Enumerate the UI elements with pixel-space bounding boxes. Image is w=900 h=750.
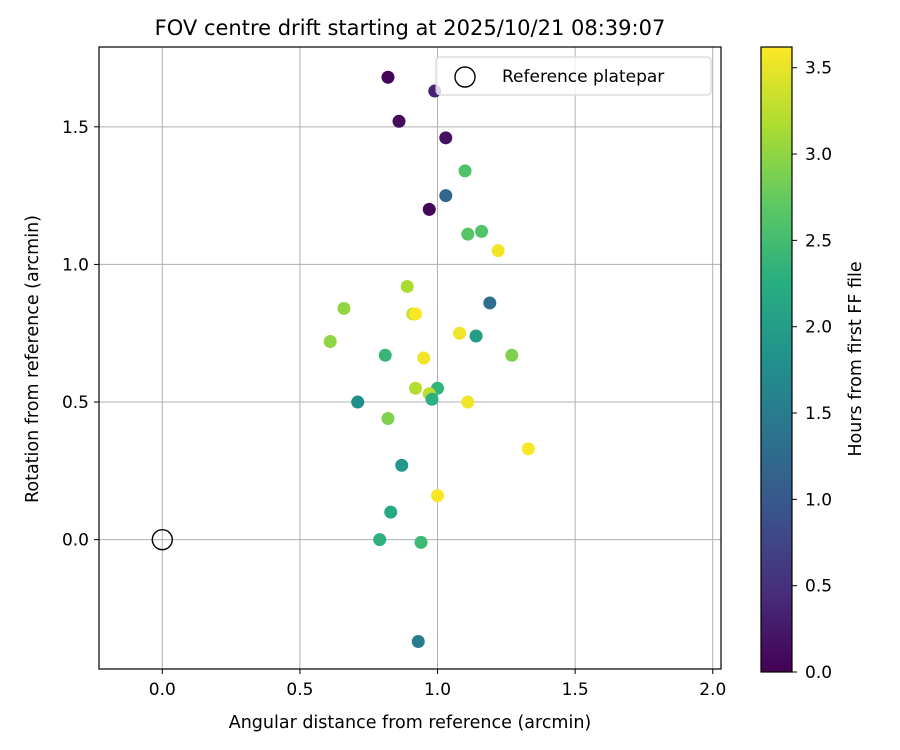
data-point bbox=[422, 202, 436, 216]
data-point bbox=[381, 70, 395, 84]
colorbar-tick-label: 3.5 bbox=[805, 59, 832, 79]
grid-lines bbox=[99, 47, 721, 669]
x-tick-label: 2.0 bbox=[699, 680, 726, 700]
data-point bbox=[439, 189, 453, 203]
x-axis-ticks: 0.0 0.5 1.0 1.5 2.0 bbox=[149, 669, 726, 700]
plot-area bbox=[99, 47, 721, 669]
data-point bbox=[461, 395, 475, 409]
y-tick-label: 1.0 bbox=[62, 255, 89, 275]
chart-title: FOV centre drift starting at 2025/10/21 … bbox=[155, 16, 666, 40]
data-point bbox=[431, 489, 445, 503]
data-point bbox=[414, 535, 428, 549]
x-tick-label: 1.0 bbox=[424, 680, 451, 700]
legend: Reference platepar bbox=[435, 56, 712, 96]
data-point bbox=[458, 164, 472, 178]
legend-marker-icon bbox=[454, 66, 476, 88]
x-tick-label: 0.5 bbox=[286, 680, 313, 700]
data-point bbox=[409, 381, 423, 395]
plot-frame bbox=[98, 46, 722, 670]
data-point bbox=[483, 296, 497, 310]
data-point bbox=[384, 505, 398, 519]
colorbar-tick-label: 0.5 bbox=[805, 577, 832, 597]
data-point bbox=[505, 348, 519, 362]
data-point bbox=[521, 442, 535, 456]
data-point bbox=[400, 279, 414, 293]
colorbar-tick-label: 2.0 bbox=[805, 318, 832, 338]
x-axis-title: Angular distance from reference (arcmin) bbox=[229, 713, 592, 733]
data-point bbox=[475, 224, 489, 238]
y-tick-label: 1.5 bbox=[62, 118, 89, 138]
data-point bbox=[409, 307, 423, 321]
colorbar-tick-label: 0.0 bbox=[805, 663, 832, 683]
data-points bbox=[323, 70, 535, 648]
data-point bbox=[461, 227, 475, 241]
x-tick-label: 1.5 bbox=[562, 680, 589, 700]
data-point bbox=[392, 114, 406, 128]
data-point bbox=[373, 533, 387, 547]
colorbar-tick-label: 1.5 bbox=[805, 404, 832, 424]
data-point bbox=[411, 634, 425, 648]
data-point bbox=[351, 395, 365, 409]
y-tick-label: 0.5 bbox=[62, 393, 89, 413]
colorbar bbox=[760, 46, 793, 673]
data-point bbox=[381, 412, 395, 426]
colorbar-tick-label: 1.0 bbox=[805, 490, 832, 510]
y-axis-ticks: 0.0 0.5 1.0 1.5 bbox=[62, 118, 99, 551]
data-point bbox=[378, 348, 392, 362]
data-point bbox=[469, 329, 483, 343]
data-point bbox=[425, 392, 439, 406]
data-point bbox=[395, 458, 409, 472]
colorbar-ticks: 0.0 0.5 1.0 1.5 2.0 2.5 3.0 3.5 bbox=[792, 59, 832, 683]
x-tick-label: 0.0 bbox=[149, 680, 176, 700]
reference-platepar-marker bbox=[151, 528, 174, 551]
data-point bbox=[453, 326, 467, 340]
colorbar-title: Hours from first FF file bbox=[846, 261, 866, 456]
y-axis-title: Rotation from reference (arcmin) bbox=[23, 215, 43, 503]
data-point bbox=[337, 301, 351, 315]
reference-marker bbox=[151, 528, 174, 551]
data-point bbox=[323, 334, 337, 348]
data-point bbox=[491, 244, 505, 258]
legend-box bbox=[435, 56, 712, 96]
colorbar-tick-label: 2.5 bbox=[805, 231, 832, 251]
colorbar-tick-label: 3.0 bbox=[805, 145, 832, 165]
y-tick-label: 0.0 bbox=[62, 531, 89, 551]
data-point bbox=[439, 131, 453, 145]
legend-label: Reference platepar bbox=[502, 67, 664, 87]
data-point bbox=[417, 351, 431, 365]
